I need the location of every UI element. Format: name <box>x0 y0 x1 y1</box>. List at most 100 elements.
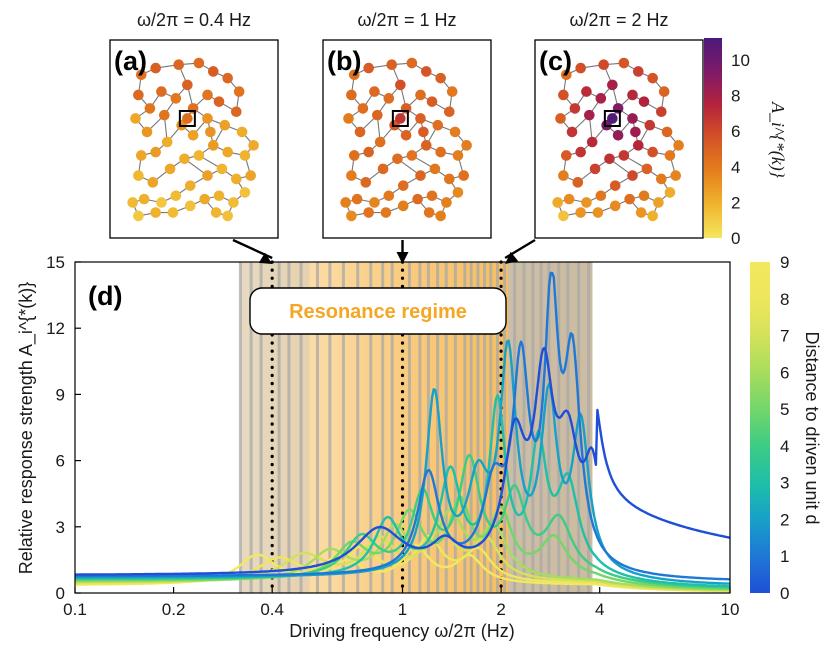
colorbar-top-tick-label: 8 <box>731 87 740 106</box>
colorbar-main-tick-label: 8 <box>780 290 789 309</box>
network-node <box>150 62 161 74</box>
network-node <box>624 193 635 205</box>
x-axis-label: Driving frequency ω/2π (Hz) <box>289 621 515 641</box>
network-node <box>627 89 638 101</box>
x-axis-ticks: 0.1 0.2 0.4 1 2 4 10 <box>63 587 739 619</box>
driven-node-marker <box>178 109 196 127</box>
colorbar-main-tick-label: 7 <box>780 327 789 346</box>
network-node <box>222 210 233 222</box>
network-node <box>598 59 610 71</box>
network-node <box>575 146 586 158</box>
network-insets: ω/2π = 0.4 Hz (a) ω/2π = 1 Hz (b) ω/2π = 2 H… <box>109 10 704 239</box>
network-node <box>609 200 621 212</box>
network-node <box>202 170 213 181</box>
network-node <box>612 129 624 141</box>
network-node <box>360 177 372 188</box>
network-node <box>184 180 196 191</box>
inset-title: ω/2π = 2 Hz <box>569 10 668 30</box>
network-node <box>444 173 455 185</box>
network-node <box>420 140 432 151</box>
network-node <box>216 163 228 175</box>
network-node <box>219 119 231 131</box>
network-node <box>138 193 150 205</box>
x-tick-label: 0.2 <box>162 600 186 619</box>
network-node <box>245 170 257 181</box>
network-node <box>374 136 386 148</box>
y-tick-label: 0 <box>56 584 65 603</box>
network-node <box>346 89 357 101</box>
network-node <box>231 173 242 185</box>
network-node <box>560 69 572 81</box>
network-node <box>222 146 233 158</box>
network-node <box>159 109 170 121</box>
network-node <box>441 197 452 208</box>
network-node <box>400 103 412 114</box>
network-node <box>156 86 167 97</box>
y-tick-label: 3 <box>56 518 65 537</box>
network-node <box>435 72 446 84</box>
network-node <box>661 126 673 138</box>
x-tick-label: 4 <box>595 600 604 619</box>
network-node <box>446 86 458 97</box>
network-node <box>164 163 176 175</box>
network-node <box>395 79 406 91</box>
network-node <box>627 113 638 124</box>
inset-arrow-head <box>258 252 273 264</box>
network-node <box>584 109 595 121</box>
network-node <box>569 103 581 114</box>
network-node <box>607 113 618 124</box>
network-node <box>560 150 572 161</box>
network-node <box>397 200 409 212</box>
network-node <box>604 153 615 165</box>
colorbar-main: 0 1 2 3 4 5 6 7 8 9 Distance to driven unit d <box>750 253 822 603</box>
network-node <box>184 200 196 212</box>
network-node <box>429 163 441 175</box>
network-node <box>635 207 647 218</box>
resonance-label-box: Resonance regime <box>249 287 507 335</box>
network-node <box>406 57 418 69</box>
y-tick-label: 15 <box>46 253 65 272</box>
network-node <box>357 103 369 114</box>
network-node <box>193 57 205 69</box>
network-node <box>595 93 607 104</box>
network-node <box>133 170 144 181</box>
network-node <box>581 197 592 208</box>
inset-arrow-head <box>396 252 409 264</box>
network-node <box>213 190 225 202</box>
network-node <box>618 150 630 161</box>
network-node <box>346 170 357 181</box>
series-line-d0 <box>75 346 730 576</box>
network-node <box>167 207 179 218</box>
network-node <box>563 193 575 205</box>
network-node <box>656 173 667 185</box>
network-node <box>187 103 199 114</box>
network-node <box>426 190 438 202</box>
network-node <box>150 146 161 158</box>
y-axis-ticks: 0 3 6 9 12 15 <box>46 253 81 603</box>
network-node <box>239 150 251 161</box>
network-node <box>420 66 432 77</box>
network-node <box>418 126 429 138</box>
network-node <box>231 106 242 118</box>
network-node <box>348 69 360 81</box>
network-node <box>202 113 213 124</box>
driven-node-marker <box>391 109 409 127</box>
network-node <box>141 126 153 138</box>
y-tick-label: 6 <box>56 452 65 471</box>
network-node <box>575 62 586 74</box>
network-node <box>354 126 366 138</box>
network-node <box>248 140 259 151</box>
colorbar-main-tick-label: 2 <box>780 510 789 529</box>
network-node <box>432 119 444 131</box>
network-node <box>363 146 374 158</box>
network-node <box>630 126 641 138</box>
network-node <box>346 210 357 222</box>
network-node <box>415 89 426 101</box>
network-node <box>383 190 395 202</box>
network-node <box>133 210 144 222</box>
network-node <box>558 170 569 181</box>
colorbar-top-tick-label: 6 <box>731 122 740 141</box>
colorbar-top: 0 2 4 6 8 10 A_i^{*(k)} <box>704 38 788 248</box>
network-node <box>372 109 383 121</box>
